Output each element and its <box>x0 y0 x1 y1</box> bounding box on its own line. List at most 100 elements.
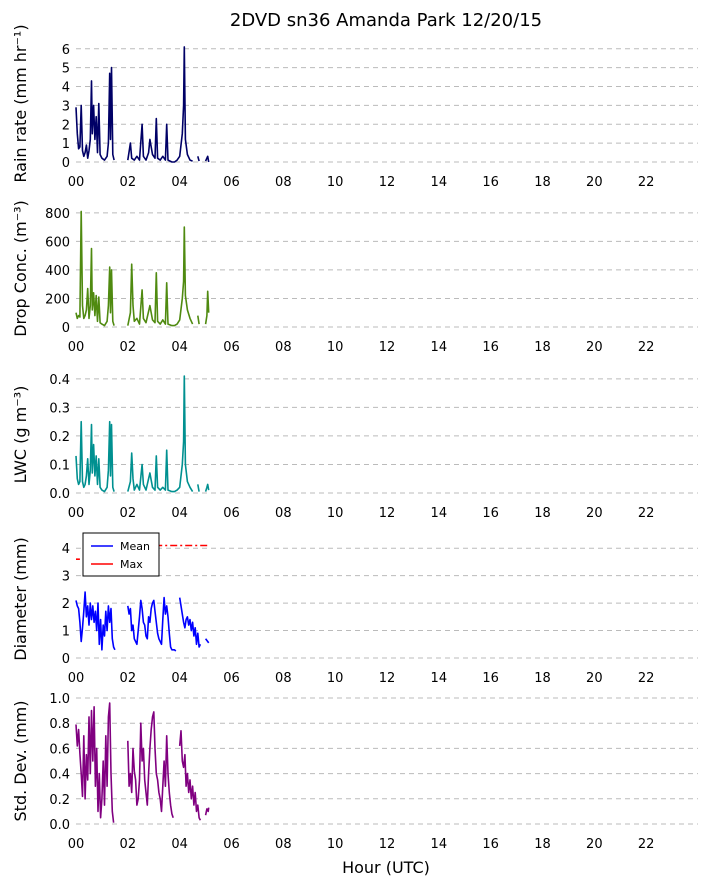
x-tick-label: 02 <box>120 175 137 190</box>
x-tick-label: 10 <box>327 506 344 521</box>
series-line-1-segment-3 <box>197 315 200 325</box>
y-tick-label: 1 <box>62 137 70 152</box>
x-tick-label: 02 <box>120 340 137 355</box>
series-line-1-segment-2 <box>127 226 194 327</box>
x-tick-label: 20 <box>586 506 603 521</box>
y-tick-label: 3 <box>62 570 70 585</box>
x-tick-label: 04 <box>171 506 188 521</box>
y-tick-label: 0 <box>62 156 70 171</box>
x-tick-label: 04 <box>171 671 188 686</box>
x-tick-label: 12 <box>379 837 396 852</box>
y-axis-label: Std. Dev. (mm) <box>11 701 30 822</box>
series-line-1-segment-1 <box>75 66 115 161</box>
x-tick-label: 16 <box>482 340 499 355</box>
y-tick-label: 2 <box>62 597 70 612</box>
series-line-1-segment-1 <box>75 702 115 823</box>
x-tick-label: 14 <box>431 671 448 686</box>
y-tick-label: 6 <box>62 43 70 58</box>
x-tick-label: 10 <box>327 671 344 686</box>
x-tick-label: 00 <box>68 671 85 686</box>
x-tick-label: 14 <box>431 175 448 190</box>
x-tick-label: 22 <box>638 175 655 190</box>
x-tick-label: 04 <box>171 175 188 190</box>
x-tick-label: 12 <box>379 506 396 521</box>
x-tick-label: 16 <box>482 837 499 852</box>
x-tick-label: 18 <box>534 837 551 852</box>
y-tick-label: 0.2 <box>49 430 70 445</box>
y-tick-label: 0 <box>62 321 70 336</box>
y-tick-label: 3 <box>62 99 70 114</box>
x-tick-label: 00 <box>68 837 85 852</box>
x-tick-label: 04 <box>171 340 188 355</box>
panel-5: 0.0 0.2 0.4 0.6 0.8 1.0 00 02 04 06 08 10 12 14 16 18 20… <box>11 692 698 852</box>
x-tick-label: 10 <box>327 340 344 355</box>
y-tick-label: 5 <box>62 62 70 77</box>
series-line-1-segment-1 <box>75 591 116 651</box>
y-tick-label: 600 <box>45 235 70 250</box>
y-tick-label: 0.8 <box>49 717 70 732</box>
x-tick-label: 16 <box>482 175 499 190</box>
x-tick-label: 10 <box>327 837 344 852</box>
chart-title: 2DVD sn36 Amanda Park 12/20/15 <box>230 10 542 31</box>
x-tick-label: 20 <box>586 837 603 852</box>
x-tick-label: 18 <box>534 175 551 190</box>
x-tick-label: 14 <box>431 340 448 355</box>
series-line-1-segment-2 <box>127 711 174 818</box>
legend-label: Max <box>120 558 143 571</box>
y-axis-label: LWC (g m⁻³) <box>11 386 30 484</box>
series-line-1-segment-2 <box>127 596 177 652</box>
x-tick-label: 08 <box>275 837 292 852</box>
x-tick-label: 14 <box>431 837 448 852</box>
panel-3: 0.0 0.1 0.2 0.3 0.4 00 02 04 06 08 10 12 14 16 18 20 22 L… <box>11 373 698 521</box>
y-tick-label: 0 <box>62 652 70 667</box>
x-tick-label: 20 <box>586 671 603 686</box>
x-tick-label: 00 <box>68 340 85 355</box>
series-line-1-segment-4 <box>204 155 210 163</box>
x-tick-label: 12 <box>379 671 396 686</box>
y-tick-label: 4 <box>62 81 70 96</box>
y-tick-label: 0.1 <box>49 458 70 473</box>
legend: Mean Max <box>82 532 160 577</box>
y-tick-label: 400 <box>45 264 70 279</box>
y-tick-label: 0.4 <box>49 373 70 388</box>
y-tick-label: 4 <box>62 542 70 557</box>
x-tick-label: 00 <box>68 506 85 521</box>
y-tick-label: 0.0 <box>49 818 70 833</box>
y-tick-label: 0.2 <box>49 793 70 808</box>
x-tick-label: 06 <box>223 837 240 852</box>
x-tick-label: 04 <box>171 837 188 852</box>
y-tick-label: 200 <box>45 292 70 307</box>
x-tick-label: 22 <box>638 506 655 521</box>
y-tick-label: 1 <box>62 625 70 640</box>
x-tick-label: 16 <box>482 506 499 521</box>
y-tick-label: 800 <box>45 207 70 222</box>
x-tick-label: 22 <box>638 837 655 852</box>
x-tick-label: 20 <box>586 175 603 190</box>
x-tick-label: 12 <box>379 340 396 355</box>
series-line-1-segment-1 <box>75 210 115 327</box>
x-tick-label: 02 <box>120 671 137 686</box>
x-tick-label: 08 <box>275 671 292 686</box>
y-tick-label: 0.3 <box>49 401 70 416</box>
series-line-1-segment-4 <box>204 483 210 492</box>
x-tick-label: 02 <box>120 506 137 521</box>
x-tick-label: 08 <box>275 175 292 190</box>
series-line-1-segment-4 <box>204 638 210 644</box>
series-line-1-segment-1 <box>75 420 115 493</box>
x-tick-label: 16 <box>482 671 499 686</box>
x-tick-label: 08 <box>275 340 292 355</box>
y-tick-label: 0.4 <box>49 768 70 783</box>
x-tick-label: 14 <box>431 506 448 521</box>
series-line-1-segment-4 <box>204 807 210 816</box>
x-tick-label: 22 <box>638 340 655 355</box>
x-tick-label: 06 <box>223 671 240 686</box>
x-tick-label: 00 <box>68 175 85 190</box>
series-line-1-segment-3 <box>178 730 202 821</box>
x-axis-label: Hour (UTC) <box>342 858 430 877</box>
x-tick-label: 10 <box>327 175 344 190</box>
x-tick-label: 22 <box>638 671 655 686</box>
x-tick-label: 02 <box>120 837 137 852</box>
